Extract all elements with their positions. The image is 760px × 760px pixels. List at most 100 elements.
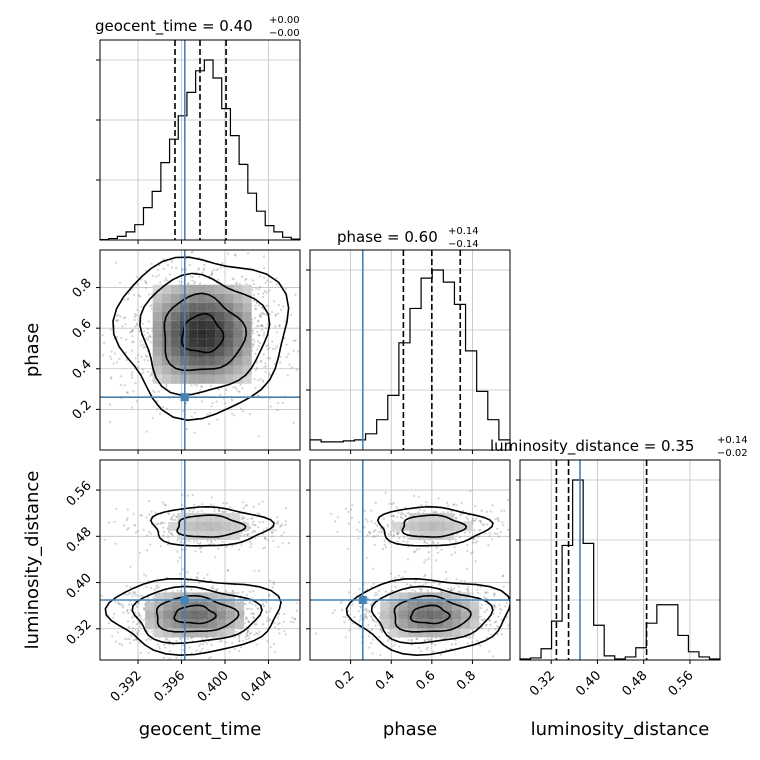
scatter-point [390,503,394,506]
density-cell [407,619,417,629]
density-cell [398,592,408,602]
scatter-point [157,586,160,589]
density-cell [416,619,426,629]
scatter-point [235,282,238,285]
scatter-point [474,541,477,544]
scatter-point [251,329,254,332]
scatter-point [200,546,203,550]
scatter-point [426,637,429,641]
scatter-point [110,350,113,353]
scatter-point [268,289,271,292]
scatter-point [390,515,393,518]
scatter-point [110,377,113,380]
scatter-point [471,551,474,554]
scatter-point [143,606,146,610]
scatter-point [459,579,463,582]
scatter-point [255,367,258,370]
scatter-point [358,530,362,533]
scatter-point [175,515,178,518]
scatter-point [245,593,248,597]
scatter-point [240,544,243,547]
scatter-point [374,501,377,505]
scatter-point [420,650,423,653]
scatter-point [244,504,247,507]
density-cell [443,592,453,602]
scatter-point [281,401,284,405]
scatter-point [348,629,351,632]
scatter-point [252,617,256,620]
density-cell [389,601,399,611]
scatter-point [402,512,405,516]
scatter-point [392,645,395,648]
scatter-point [168,512,171,515]
scatter-point [112,616,115,619]
scatter-point [146,629,149,633]
scatter-point [496,516,499,520]
scatter-point [370,520,373,523]
density-cell [443,601,453,611]
scatter-point [249,631,253,635]
scatter-point [147,638,150,641]
scatter-point [209,503,213,506]
scatter-point [144,281,147,284]
scatter-point [238,640,241,643]
scatter-point [138,613,141,616]
scatter-point [264,362,267,365]
scatter-point [425,504,428,507]
density-cell [208,601,218,611]
scatter-point [368,531,371,534]
scatter-point [253,633,256,636]
density-cell [199,628,209,638]
scatter-point [157,390,160,393]
scatter-point [277,401,280,405]
density-cell [242,284,252,294]
density-cell [427,522,437,531]
scatter-point [145,638,148,642]
scatter-point [389,572,392,575]
scatter-point [286,374,289,377]
scatter-point [294,293,297,296]
scatter-point [240,407,243,410]
scatter-point [136,631,139,634]
scatter-point [100,594,103,597]
scatter-point [499,531,502,534]
scatter-point [404,515,407,518]
scatter-point [175,266,178,270]
scatter-point [371,602,374,605]
contour-geocent-time-vs-phase-0-2 [139,272,271,396]
scatter-point [248,633,251,636]
scatter-point [395,506,398,509]
scatter-point [125,359,128,362]
ylabel-luminosity-distance: luminosity_distance [22,471,43,650]
scatter-point [294,618,297,621]
scatter-point [149,304,152,308]
scatter-point [161,501,164,504]
scatter-point [483,595,486,598]
scatter-point [371,638,374,641]
density-cell [463,522,473,531]
scatter-point [358,521,361,524]
scatter-point [295,602,298,605]
scatter-point [145,282,148,285]
scatter-point [374,591,378,594]
scatter-point [483,610,487,613]
scatter-point [200,385,203,388]
scatter-point [238,548,241,551]
density-cell [213,522,223,531]
scatter-point [336,530,339,534]
scatter-point [110,376,113,379]
scatter-point [201,503,204,506]
density-cell [231,531,241,540]
scatter-point [142,618,146,621]
scatter-point [136,354,139,357]
scatter-point [283,630,286,633]
scatter-point [150,262,153,265]
scatter-point [252,338,255,341]
scatter-point [120,643,124,647]
scatter-point [171,515,174,518]
scatter-point [402,576,405,579]
scatter-point [193,411,196,414]
scatter-point [253,283,256,286]
density-cell [242,374,252,384]
scatter-point [203,267,206,270]
